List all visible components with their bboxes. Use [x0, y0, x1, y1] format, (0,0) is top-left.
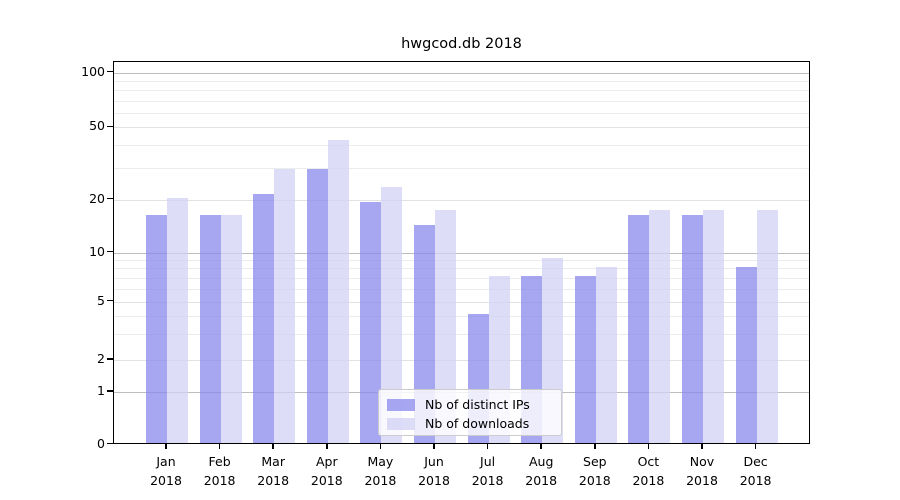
y-tick-mark — [107, 299, 113, 302]
y-tick-mark — [107, 125, 113, 128]
x-tick-mark — [379, 444, 382, 449]
x-tick-mark — [594, 444, 596, 449]
bar-ips-apr — [306, 168, 328, 443]
y-tick-mark — [107, 250, 113, 253]
legend-swatch-downloads — [387, 417, 415, 430]
bar-downloads-dec — [756, 210, 778, 443]
x-tick-label-nov: Nov 2018 — [686, 454, 718, 488]
y-tick-label-0: 0 — [97, 435, 105, 451]
legend-entry-downloads: Nb of downloads — [387, 414, 553, 433]
gridline — [114, 199, 809, 201]
x-tick-label-oct: Oct 2018 — [632, 454, 665, 488]
x-tick-mark — [218, 444, 221, 449]
x-tick-mark — [165, 444, 167, 449]
gridline — [114, 334, 809, 336]
x-tick-label-aug: Aug 2018 — [525, 454, 558, 488]
x-tick-mark — [326, 444, 328, 449]
bar-downloads-mar — [274, 168, 296, 443]
gridline — [114, 127, 809, 129]
x-tick-mark — [486, 444, 489, 449]
bar-ips-jun — [414, 225, 435, 443]
bar-ips-nov — [682, 215, 703, 443]
gridline — [114, 268, 809, 270]
legend-entry-distinct-ips: Nb of distinct IPs — [387, 395, 553, 414]
bar-downloads-may — [381, 187, 403, 443]
y-tick-label-20: 20 — [89, 190, 105, 206]
legend-swatch-distinct-ips — [387, 398, 415, 411]
x-tick-label-feb: Feb 2018 — [203, 454, 236, 488]
gridline — [114, 277, 809, 279]
bar-ips-feb — [199, 215, 221, 443]
x-tick-label-dec: Dec 2018 — [739, 454, 772, 488]
bar-ips-jan — [146, 215, 167, 443]
y-tick-label-50: 50 — [89, 118, 105, 134]
bar-downloads-nov — [703, 210, 724, 443]
bar-downloads-jan — [167, 198, 188, 443]
y-tick-label-100: 100 — [81, 63, 105, 79]
x-tick-mark — [701, 444, 703, 449]
x-tick-label-sep: Sep 2018 — [578, 454, 611, 488]
y-tick-label-2: 2 — [97, 351, 105, 366]
y-tick-mark — [107, 358, 113, 360]
y-tick-label-10: 10 — [89, 243, 105, 259]
legend-label-downloads: Nb of downloads — [425, 416, 530, 431]
gridline — [114, 252, 809, 254]
x-tick-label-jul: Jul 2018 — [471, 454, 504, 488]
gridline — [114, 167, 809, 169]
gridline — [114, 315, 809, 317]
gridline — [114, 259, 809, 261]
gridline — [114, 112, 809, 114]
bar-downloads-apr — [327, 139, 349, 443]
legend: Nb of distinct IPs Nb of downloads — [378, 389, 562, 436]
x-tick-mark — [647, 444, 650, 449]
gridline — [114, 80, 809, 82]
legend-label-distinct-ips: Nb of distinct IPs — [425, 397, 530, 412]
x-tick-mark — [754, 444, 757, 449]
y-tick-mark — [107, 442, 113, 445]
gridline — [114, 288, 809, 290]
x-tick-label-mar: Mar 2018 — [257, 454, 290, 488]
y-tick-mark — [107, 70, 113, 73]
bar-ips-dec — [735, 266, 757, 443]
x-tick-mark — [540, 444, 542, 449]
y-tick-mark — [107, 390, 113, 392]
x-tick-label-apr: Apr 2018 — [310, 454, 343, 488]
x-tick-mark — [433, 444, 435, 449]
x-tick-mark — [272, 444, 274, 449]
x-tick-label-may: May 2018 — [364, 454, 397, 488]
bar-ips-mar — [253, 194, 275, 443]
x-tick-label-jun: Jun 2018 — [418, 454, 450, 488]
bar-ips-sep — [574, 276, 596, 443]
gridline — [114, 72, 809, 74]
bar-downloads-oct — [649, 210, 671, 443]
y-tick-mark — [107, 197, 113, 200]
gridline — [114, 100, 809, 102]
bar-downloads-sep — [595, 266, 617, 443]
chart-title: hwgcod.db 2018 — [401, 36, 522, 52]
y-tick-label-1: 1 — [97, 383, 105, 398]
gridline — [114, 301, 809, 303]
bar-downloads-feb — [220, 215, 242, 443]
gridline — [114, 90, 809, 92]
bar-ips-may — [360, 201, 382, 443]
plot-area — [113, 61, 810, 444]
gridline — [114, 360, 809, 361]
bar-downloads-jun — [435, 210, 456, 443]
y-tick-label-5: 5 — [97, 292, 105, 308]
x-tick-label-jan: Jan 2018 — [150, 454, 182, 488]
gridline — [114, 144, 809, 146]
bar-ips-oct — [628, 215, 650, 443]
